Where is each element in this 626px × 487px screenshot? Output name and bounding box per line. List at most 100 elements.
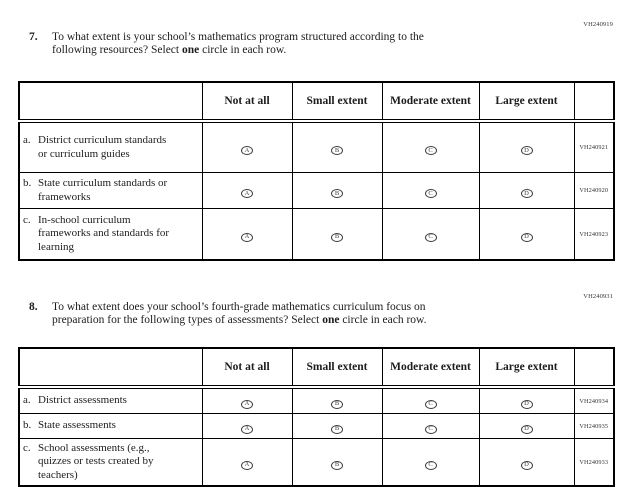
q7-row-a-large-extent-cell: D	[478, 120, 575, 173]
row-label: District curriculum standards or curricu…	[38, 134, 167, 160]
answer-circle-d[interactable]: D	[520, 399, 533, 409]
question-8-number: 8.	[29, 301, 38, 313]
q8-header-empty-cell	[18, 347, 203, 389]
answer-circle-d[interactable]: D	[520, 460, 533, 470]
question-7-line1: To what extent is your school’s mathemat…	[52, 31, 424, 43]
question-7-text: To what extent is your school’s mathemat…	[52, 31, 424, 57]
row-code: VH240921	[573, 120, 615, 173]
q7-header-moderate-extent: Moderate extent	[381, 81, 480, 123]
question-8-text: To what extent does your school’s fourth…	[52, 301, 427, 327]
q8-row-c-large-extent-cell: D	[478, 438, 575, 487]
q8-row-b-large-extent-cell: D	[478, 413, 575, 439]
answer-circle-d[interactable]: D	[520, 189, 533, 198]
q7-row-b-label-cell: b. State curriculum standards or framewo…	[18, 172, 203, 209]
answer-circle-c[interactable]: C	[424, 232, 437, 242]
question-7-table: Not at all Small extent Moderate extent …	[18, 81, 615, 261]
q8-header-small-extent: Small extent	[291, 347, 383, 389]
question-8-line2: preparation for the following types of a…	[52, 314, 427, 327]
q7-header-small-extent: Small extent	[291, 81, 383, 123]
answer-circle-a[interactable]: A	[241, 424, 253, 434]
answer-circle-a[interactable]: A	[241, 146, 253, 155]
question-7-line2-bold: one	[181, 44, 200, 56]
row-code: VH240923	[573, 208, 615, 261]
row-letter: c.	[23, 213, 31, 226]
q7-row-b-small-extent-cell: B	[291, 172, 383, 209]
q7-row-b-large-extent-cell: D	[478, 172, 575, 209]
answer-circle-d[interactable]: D	[520, 232, 533, 242]
q7-row-a-label-cell: a. District curriculum standards or curr…	[18, 120, 203, 173]
row-code: VH240920	[573, 172, 615, 209]
q8-row-c-moderate-extent-cell: C	[381, 438, 480, 487]
row-label: School assessments (e.g., quizzes or tes…	[38, 441, 154, 481]
answer-circle-b[interactable]: B	[331, 232, 343, 242]
answer-circle-c[interactable]: C	[424, 146, 437, 155]
q8-row-a-label-cell: a. District assessments	[18, 386, 203, 414]
answer-circle-c[interactable]: C	[424, 424, 437, 434]
q8-row-c-small-extent-cell: B	[291, 438, 383, 487]
q8-header-row: Not at all Small extent Moderate extent …	[18, 347, 615, 389]
q7-row-c-label-cell: c. In-school curriculum frameworks and s…	[18, 208, 203, 261]
question-7-line2: following resources? Select one circle i…	[52, 44, 424, 57]
q7-header-code-cell	[573, 81, 615, 123]
q8-row-b-not-at-all-cell: A	[201, 413, 293, 439]
question-7-line2-pre: following resources? Select	[52, 44, 182, 56]
q8-row-a-not-at-all-cell: A	[201, 386, 293, 414]
q7-row-a-not-at-all-cell: A	[201, 120, 293, 173]
question-7: 7. To what extent is your school’s mathe…	[29, 31, 424, 57]
row-code: VH240935	[573, 413, 615, 439]
q8-row-a-large-extent-cell: D	[478, 386, 575, 414]
question-8-table: Not at all Small extent Moderate extent …	[18, 347, 615, 487]
q8-row-b-moderate-extent-cell: C	[381, 413, 480, 439]
q8-header-not-at-all: Not at all	[201, 347, 293, 389]
row-code: VH240933	[573, 438, 615, 487]
answer-circle-b[interactable]: B	[331, 189, 343, 198]
question-8-line2-pre: preparation for the following types of a…	[52, 314, 323, 326]
q7-header-large-extent: Large extent	[478, 81, 575, 123]
row-label: District assessments	[38, 394, 127, 407]
question-8-code: VH240931	[583, 293, 613, 300]
answer-circle-b[interactable]: B	[331, 424, 343, 434]
q7-row-c-moderate-extent-cell: C	[381, 208, 480, 261]
question-7-line2-post: circle in each row.	[199, 44, 287, 56]
q7-row-b-not-at-all-cell: A	[201, 172, 293, 209]
answer-circle-a[interactable]: A	[241, 232, 253, 242]
q8-header-moderate-extent: Moderate extent	[381, 347, 480, 389]
q7-row-b-moderate-extent-cell: C	[381, 172, 480, 209]
row-label: State assessments	[38, 419, 116, 432]
row-code: VH240934	[573, 386, 615, 414]
answer-circle-d[interactable]: D	[520, 146, 533, 155]
answer-circle-c[interactable]: C	[424, 460, 437, 470]
q8-row-a-moderate-extent-cell: C	[381, 386, 480, 414]
row-letter: b.	[23, 419, 32, 432]
question-8-line2-post: circle in each row.	[339, 314, 427, 326]
row-letter: a.	[23, 134, 31, 146]
q7-row-c-small-extent-cell: B	[291, 208, 383, 261]
row-label: In-school curriculum frameworks and stan…	[38, 213, 170, 253]
q8-row-a-small-extent-cell: B	[291, 386, 383, 414]
row-label: State curriculum standards or frameworks	[38, 177, 168, 203]
q8-header-code-cell	[573, 347, 615, 389]
q7-row-a-small-extent-cell: B	[291, 120, 383, 173]
answer-circle-d[interactable]: D	[520, 424, 533, 434]
answer-circle-a[interactable]: A	[241, 189, 253, 198]
row-letter: b.	[23, 177, 32, 189]
answer-circle-b[interactable]: B	[331, 146, 343, 155]
q8-row-b-small-extent-cell: B	[291, 413, 383, 439]
answer-circle-c[interactable]: C	[424, 189, 437, 198]
question-7-number: 7.	[29, 31, 38, 43]
answer-circle-a[interactable]: A	[241, 399, 253, 409]
q7-row-b: b. State curriculum standards or framewo…	[18, 172, 615, 209]
question-7-code: VH240919	[583, 21, 613, 28]
answer-circle-b[interactable]: B	[331, 399, 343, 409]
q7-row-a: a. District curriculum standards or curr…	[18, 120, 615, 173]
answer-circle-b[interactable]: B	[331, 460, 343, 470]
answer-circle-a[interactable]: A	[241, 460, 253, 470]
q8-row-b: b. State assessments A B C D VH240935	[18, 413, 615, 439]
q8-row-c: c. School assessments (e.g., quizzes or …	[18, 438, 615, 487]
q8-row-c-label-cell: c. School assessments (e.g., quizzes or …	[18, 438, 203, 487]
q8-row-c-not-at-all-cell: A	[201, 438, 293, 487]
question-8: 8. To what extent does your school’s fou…	[29, 301, 427, 327]
row-letter: a.	[23, 394, 31, 407]
answer-circle-c[interactable]: C	[424, 399, 437, 409]
